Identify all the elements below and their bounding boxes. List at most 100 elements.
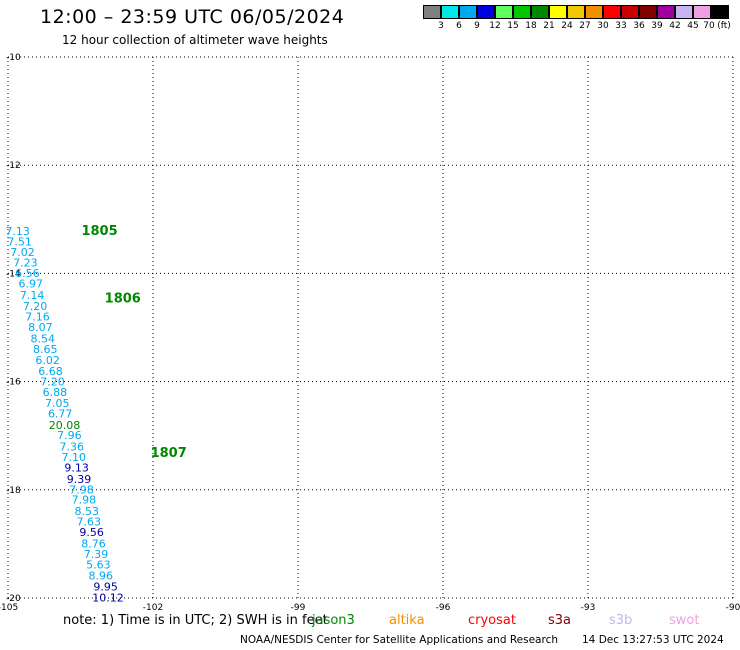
- wave-height-label-34: 10.12: [92, 591, 124, 604]
- legend-label-6: 21: [543, 21, 555, 31]
- wave-height-label-30: 7.39: [84, 548, 109, 561]
- wave-height-label-9: 8.07: [28, 321, 53, 334]
- wave-height-label-11: 8.65: [33, 343, 58, 356]
- legend-label-5: 18: [525, 21, 537, 31]
- legend-label-9: 30: [597, 21, 609, 31]
- wave-height-label-24: 7.98: [69, 483, 94, 496]
- wave-height-label-31: 5.63: [86, 558, 111, 571]
- wave-height-label-29: 8.76: [81, 537, 106, 550]
- wave-height-label-8: 7.16: [25, 311, 50, 324]
- satellite-label-s3a: s3a: [548, 613, 572, 628]
- legend-label-3: 12: [489, 21, 501, 31]
- lat-tick-label-2: -14: [6, 269, 21, 279]
- legend-swatch-13: [657, 5, 675, 19]
- lon-tick-label-0: -105: [0, 603, 18, 613]
- legend-swatch-5: [513, 5, 531, 19]
- legend-swatch-11: [621, 5, 639, 19]
- wave-height-label-5: 6.97: [18, 278, 43, 291]
- wave-height-label-0: 7.13: [5, 225, 30, 238]
- lat-lon-grid: [7, 56, 734, 599]
- legend-swatch-4: [495, 5, 513, 19]
- wave-height-label-4: 6.56: [15, 267, 40, 280]
- map-title: 12:00 – 23:59 UTC 06/05/2024: [40, 6, 345, 28]
- lon-tick-label-3: -96: [436, 603, 451, 613]
- legend-swatch-14: [675, 5, 693, 19]
- wave-height-label-23: 9.39: [67, 473, 92, 486]
- satellite-label-altika: altika: [389, 613, 425, 628]
- lon-tick-label-4: -93: [581, 603, 596, 613]
- legend-swatch-3: [477, 5, 495, 19]
- wave-height-observations: 7.137.517.027.236.566.977.147.207.168.07…: [5, 225, 123, 604]
- legend-label-14: 45: [687, 21, 699, 31]
- wave-height-label-15: 6.88: [43, 386, 68, 399]
- satellite-pass-labels: 1805 1806 1807: [81, 224, 186, 461]
- lat-tick-label-3: -16: [6, 378, 21, 388]
- legend-label-2: 9: [474, 21, 480, 31]
- legend-swatch-7: [549, 5, 567, 19]
- legend-unit: (ft): [717, 21, 731, 31]
- wave-height-label-21: 7.10: [61, 451, 86, 464]
- wave-height-label-3: 7.23: [13, 257, 38, 270]
- satellite-label-jason3: jason3: [312, 613, 355, 628]
- wave-height-label-6: 7.14: [20, 289, 45, 302]
- legend-swatch-0: [423, 5, 441, 19]
- legend-swatch-15: [693, 5, 711, 19]
- wave-height-label-1: 7.51: [7, 235, 32, 248]
- legend-label-13: 42: [669, 21, 681, 31]
- pass-label-0: 1805: [81, 224, 117, 239]
- legend-label-7: 24: [561, 21, 573, 31]
- pass-label-2: 1807: [151, 446, 187, 461]
- lat-tick-label-4: -18: [6, 486, 21, 496]
- legend-swatch-8: [567, 5, 585, 19]
- footer-note: note: 1) Time is in UTC; 2) SWH is in fe…: [63, 613, 328, 628]
- legend-label-12: 39: [651, 21, 663, 31]
- legend-swatch-12: [639, 5, 657, 19]
- satellite-label-swot: swot: [669, 613, 700, 628]
- legend-label-15: 70: [703, 21, 715, 31]
- wave-height-label-19: 7.96: [57, 429, 82, 442]
- legend-label-11: 36: [633, 21, 645, 31]
- wave-height-label-25: 7.98: [72, 494, 97, 507]
- lon-tick-label-1: -102: [143, 603, 163, 613]
- wave-height-label-26: 8.53: [75, 505, 100, 518]
- legend-label-4: 15: [507, 21, 519, 31]
- legend-swatch-2: [459, 5, 477, 19]
- lat-tick-label-0: -10: [6, 53, 21, 63]
- satellite-label-cryosat: cryosat: [468, 613, 516, 628]
- wave-height-label-14: 7.20: [40, 376, 65, 389]
- legend-label-8: 27: [579, 21, 591, 31]
- wave-height-label-22: 9.13: [64, 462, 89, 475]
- wave-height-label-7: 7.20: [23, 300, 48, 313]
- wave-height-label-16: 7.05: [45, 397, 70, 410]
- axis-tick-labels: -10 -12 -14 -16 -18 -20-105 -102 -99 -96 -93 -90: [0, 53, 740, 613]
- wave-height-label-12: 6.02: [35, 354, 60, 367]
- legend-swatch-9: [585, 5, 603, 19]
- satellite-label-s3b: s3b: [609, 613, 633, 628]
- legend-swatch-1: [441, 5, 459, 19]
- wave-height-label-28: 9.56: [79, 526, 104, 539]
- wave-height-label-10: 8.54: [31, 332, 56, 345]
- legend-label-1: 6: [456, 21, 462, 31]
- wave-height-label-17: 6.77: [48, 408, 73, 421]
- legend-swatch-6: [531, 5, 549, 19]
- legend-label-10: 33: [615, 21, 627, 31]
- lat-tick-label-1: -12: [6, 161, 21, 171]
- lat-tick-label-5: -20: [6, 594, 21, 604]
- wave-height-label-2: 7.02: [10, 246, 35, 259]
- wave-height-label-13: 6.68: [38, 365, 63, 378]
- pass-label-1: 1806: [105, 292, 141, 307]
- map-subtitle: 12 hour collection of altimeter wave hei…: [62, 33, 328, 47]
- legend-swatch-10: [603, 5, 621, 19]
- wave-height-label-32: 8.96: [89, 569, 114, 582]
- lon-tick-label-5: -90: [726, 603, 740, 613]
- lon-tick-label-2: -99: [291, 603, 306, 613]
- legend-swatch-16: [711, 5, 729, 19]
- wave-height-label-27: 7.63: [76, 516, 101, 529]
- wave-height-label-18: 20.08: [49, 419, 81, 432]
- legend-label-0: 3: [438, 21, 444, 31]
- generation-timestamp: 14 Dec 13:27:53 UTC 2024: [582, 634, 724, 646]
- wave-height-label-33: 9.95: [93, 581, 118, 594]
- credit-line: NOAA/NESDIS Center for Satellite Applica…: [240, 634, 558, 646]
